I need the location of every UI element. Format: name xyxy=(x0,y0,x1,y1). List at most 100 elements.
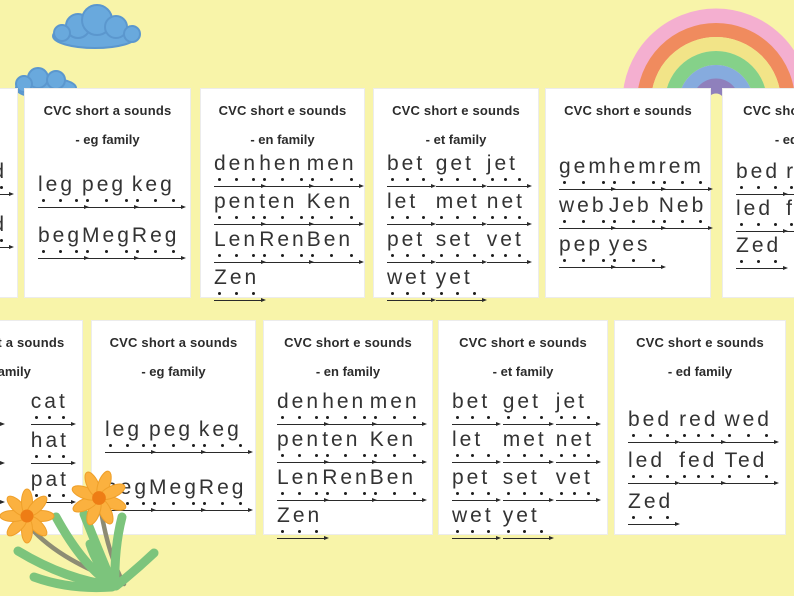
sound-dots-icon xyxy=(487,254,525,257)
blend-arrow-icon xyxy=(736,229,789,235)
blend-arrow-icon xyxy=(555,460,601,466)
sound-dots-icon xyxy=(609,220,659,223)
word-text: hen xyxy=(322,390,367,413)
sound-dots-icon xyxy=(436,216,480,219)
blend-arrow-icon xyxy=(435,222,487,228)
flashcard-t4: CVC short e sounds gem hem rem web Jeb Neb pep y… xyxy=(545,88,714,298)
blend-arrow-icon xyxy=(198,508,254,514)
word-text: Meg xyxy=(82,224,132,247)
word-item: hen xyxy=(259,152,314,190)
word-text: leg xyxy=(105,418,143,441)
word-item: wet xyxy=(452,505,501,542)
word-item: d xyxy=(0,214,14,251)
word-item: met xyxy=(435,191,487,228)
blend-arrow-icon xyxy=(259,222,314,228)
sound-dots-icon xyxy=(277,454,322,457)
word-text: Ren xyxy=(322,466,370,489)
word-text: Len xyxy=(214,228,259,251)
flashcard-b4: CVC short e sounds - ed family bed red wed le… xyxy=(614,320,786,535)
word-item: Reg xyxy=(131,225,187,262)
card-subtitle: - et family xyxy=(425,132,487,147)
word-item: Len xyxy=(277,467,330,504)
blend-arrow-icon xyxy=(0,245,14,251)
word-text: ten xyxy=(322,428,361,451)
word-item: pen xyxy=(214,191,267,228)
word-item: ten xyxy=(259,191,314,228)
word-item: ten xyxy=(322,428,377,466)
blend-arrow-icon xyxy=(786,192,794,198)
word-item: Zed xyxy=(628,491,681,528)
sound-dots-icon xyxy=(387,216,429,219)
card-words: gem hem rem web Jeb Neb pep yes xyxy=(546,156,714,271)
word-item: peg xyxy=(82,173,139,211)
word-item: jet xyxy=(555,391,601,428)
blend-arrow-icon xyxy=(277,460,330,466)
sound-dots-icon xyxy=(307,216,357,219)
blend-arrow-icon xyxy=(559,226,616,232)
blend-arrow-icon xyxy=(322,498,377,504)
card-title: CVC short a sounds xyxy=(109,335,238,350)
word-item: pet xyxy=(387,229,436,266)
word-item: Ren xyxy=(259,228,314,266)
word-text: Ren xyxy=(259,228,307,251)
sound-dots-icon xyxy=(214,292,259,295)
sound-dots-icon xyxy=(628,475,673,478)
word-item: let xyxy=(452,429,501,466)
word-text: net xyxy=(555,428,594,451)
blend-arrow-icon xyxy=(214,298,267,304)
flashcard-b0: CVC short a sounds - at family atcatathata… xyxy=(0,320,83,535)
word-text: set xyxy=(502,466,540,489)
sound-dots-icon xyxy=(736,260,781,263)
word-item: Meg xyxy=(82,224,139,262)
blend-arrow-icon xyxy=(724,440,779,446)
word-text: wed xyxy=(724,408,772,431)
sound-dots-icon xyxy=(259,254,307,257)
word-item: keg xyxy=(198,419,254,456)
word-item: gem xyxy=(559,156,616,193)
card-subtitle xyxy=(546,132,710,147)
flashcard-b3: CVC short e sounds - et family bet get jet le… xyxy=(438,320,608,540)
word-text: bet xyxy=(452,390,491,413)
word-item: d xyxy=(0,161,14,198)
blend-arrow-icon xyxy=(277,498,330,504)
blend-arrow-icon xyxy=(452,460,501,466)
word-item: set xyxy=(435,229,487,266)
blend-arrow-icon xyxy=(214,184,267,190)
word-text: Ted xyxy=(724,449,768,472)
word-item: Ken xyxy=(369,429,427,466)
blend-arrow-icon xyxy=(0,461,6,467)
sound-dots-icon xyxy=(199,444,247,447)
word-text: men xyxy=(369,390,420,413)
blend-arrow-icon xyxy=(306,222,364,228)
word-text: Meg xyxy=(149,476,199,499)
word-text: hen xyxy=(259,152,304,175)
blend-arrow-icon xyxy=(0,192,14,198)
word-text: beg xyxy=(38,224,83,247)
word-text: keg xyxy=(131,173,175,196)
blend-arrow-icon xyxy=(387,298,436,304)
word-item: Zen xyxy=(214,267,267,304)
blend-arrow-icon xyxy=(30,461,76,467)
sound-dots-icon xyxy=(277,530,322,533)
blend-arrow-icon xyxy=(486,260,532,266)
word-item: net xyxy=(486,191,532,228)
blend-arrow-icon xyxy=(277,536,330,542)
word-text: yet xyxy=(502,504,540,527)
word-item: beg xyxy=(38,224,90,262)
card-title: CVC short e sounds xyxy=(459,335,587,350)
blend-arrow-icon xyxy=(322,460,377,466)
blend-arrow-icon xyxy=(387,184,436,190)
word-text: Jeb xyxy=(608,194,652,217)
word-text: bed xyxy=(628,408,673,431)
sound-dots-icon xyxy=(724,434,772,437)
blend-arrow-icon xyxy=(486,184,532,190)
flashcard-b2: CVC short e sounds - en family den hen men pe… xyxy=(263,320,433,540)
word-text: pat xyxy=(30,468,69,491)
blend-arrow-icon xyxy=(277,422,330,428)
blend-arrow-icon xyxy=(628,481,681,487)
word-text: peg xyxy=(82,173,127,196)
sound-dots-icon xyxy=(436,178,480,181)
card-words: dd xyxy=(0,161,17,251)
word-text: beg xyxy=(105,476,150,499)
